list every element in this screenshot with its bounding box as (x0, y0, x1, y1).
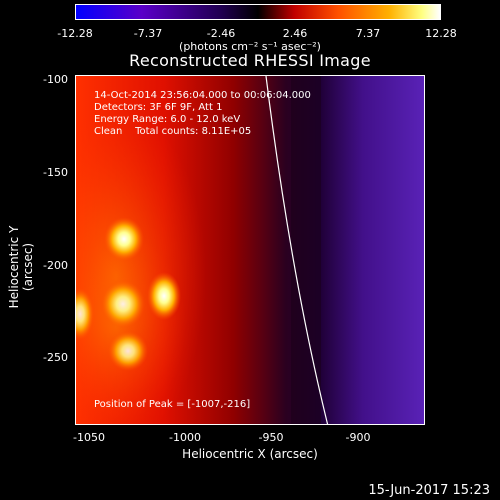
colorbar-units: (photons cm⁻² s⁻¹ asec⁻²) (179, 40, 321, 53)
y-tick-label: -250 (43, 351, 68, 364)
info-line: Detectors: 3F 6F 9F, Att 1 (94, 102, 223, 113)
y-tick-label: -200 (43, 259, 68, 272)
colorbar-tick: -12.28 (57, 27, 93, 40)
info-line: Clean Total counts: 8.11E+05 (94, 126, 252, 137)
info-line: 14-Oct-2014 23:56:04.000 to 00:06:04.000 (94, 90, 311, 101)
peak-position: Position of Peak = [-1007,-216] (94, 399, 251, 410)
colorbar-tick: 12.28 (425, 27, 457, 40)
x-axis-title: Heliocentric X (arcsec) (182, 447, 318, 461)
image-canvas (76, 76, 424, 424)
source-blob (104, 217, 144, 261)
y-tick-label: -100 (43, 73, 68, 86)
x-tick-label: -1000 (169, 431, 201, 444)
colorbar-tick: -2.46 (206, 27, 236, 40)
colorbar-tick: 7.37 (355, 27, 381, 40)
source-blob (101, 280, 145, 328)
info-line: Energy Range: 6.0 - 12.0 keV (94, 114, 241, 125)
x-tick-label: -900 (345, 431, 371, 444)
source-blob (76, 288, 94, 340)
y-axis-title: Heliocentric Y (arcsec) (7, 225, 35, 309)
y-tick-label: -150 (43, 166, 68, 179)
image-title: Reconstructed RHESSI Image (129, 51, 371, 70)
solar-limb (265, 76, 329, 424)
colorbar (75, 4, 441, 20)
x-tick-label: -950 (258, 431, 284, 444)
source-blob (147, 272, 181, 320)
footer-date: 15-Jun-2017 15:23 (368, 483, 490, 498)
x-tick-label: -1050 (73, 431, 105, 444)
colorbar-tick: -7.37 (133, 27, 163, 40)
source-blob (108, 331, 148, 371)
colorbar-tick: 2.46 (282, 27, 308, 40)
rhessi-image (75, 75, 425, 425)
